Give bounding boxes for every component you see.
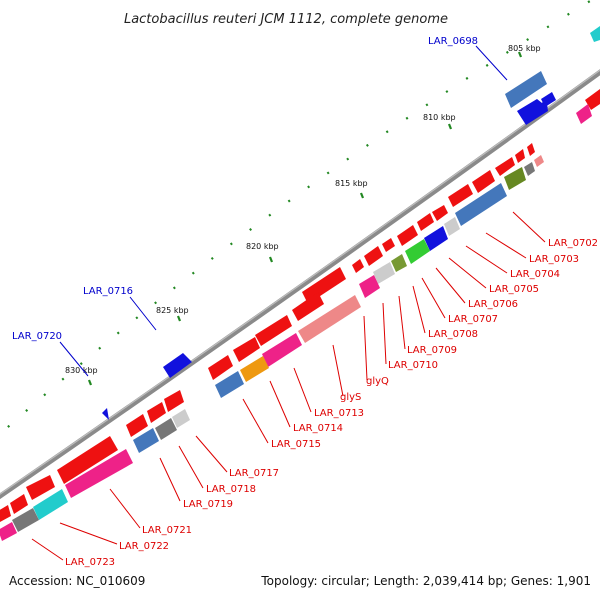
gene-arrow[interactable] (292, 292, 324, 321)
gene-arrow[interactable] (432, 205, 448, 221)
gene-arrow[interactable] (26, 475, 55, 500)
gene-label[interactable]: LAR_0702 (548, 238, 598, 249)
gene-arrow[interactable] (65, 449, 133, 498)
scale-label: 820 kbp (246, 242, 279, 251)
map-title: Lactobacillus reuteri JCM 1112, complete… (124, 12, 448, 27)
gene-arrow[interactable] (448, 184, 473, 207)
scale-ring (0, 0, 594, 436)
genome-backbone-highlight (0, 69, 600, 495)
gene-arrow[interactable] (147, 402, 166, 423)
gene-arrow[interactable] (57, 436, 118, 484)
scale-label: 815 kbp (335, 179, 368, 188)
gene-label[interactable]: LAR_0716 (83, 286, 133, 297)
reverse-genes (0, 155, 544, 541)
gene-arrow[interactable] (444, 217, 460, 236)
gene-arrow[interactable] (524, 162, 535, 176)
gene-arrow[interactable] (298, 295, 361, 343)
gene-label[interactable]: LAR_0719 (183, 499, 233, 510)
gene-arrow[interactable] (515, 149, 525, 163)
topology-text: Topology: circular; Length: 2,039,414 bp… (260, 574, 591, 588)
gene-arrow[interactable] (0, 505, 11, 522)
gene-label[interactable]: LAR_0715 (271, 439, 321, 450)
gene-label[interactable]: LAR_0710 (388, 360, 438, 371)
gene-arrow[interactable] (215, 371, 244, 398)
gene-arrow[interactable] (527, 143, 535, 156)
scale-label: 805 kbp (508, 44, 541, 53)
gene-arrow[interactable] (504, 167, 526, 190)
gene-arrow[interactable] (585, 89, 600, 110)
gene-label[interactable]: glyS (340, 392, 361, 403)
gene-arrow[interactable] (424, 226, 448, 251)
gene-arrow[interactable] (126, 414, 148, 437)
gene-arrow[interactable] (373, 262, 395, 284)
gene-arrow[interactable] (302, 267, 346, 304)
genome-backbone (0, 69, 600, 500)
gene-label[interactable]: LAR_0714 (293, 423, 343, 434)
gene-arrow[interactable] (576, 104, 592, 124)
gene-arrow[interactable] (233, 337, 260, 362)
gene-arrow[interactable] (208, 355, 233, 380)
gene-arrow[interactable] (505, 71, 547, 108)
gene-arrow[interactable] (155, 418, 177, 440)
gene-arrow[interactable] (240, 356, 269, 382)
gene-label[interactable]: LAR_0705 (489, 284, 539, 295)
gene-arrow[interactable] (590, 26, 600, 42)
gene-label[interactable]: LAR_0703 (529, 254, 579, 265)
gene-label[interactable]: LAR_0706 (468, 299, 518, 310)
gene-arrow[interactable] (10, 494, 28, 514)
gene-arrow[interactable] (164, 390, 184, 412)
gene-arrow[interactable] (133, 428, 159, 453)
gene-arrow[interactable] (391, 254, 407, 272)
gene-arrow[interactable] (163, 353, 192, 378)
gene-arrow[interactable] (0, 522, 17, 541)
gene-arrow[interactable] (417, 213, 434, 231)
gene-arrow[interactable] (495, 157, 515, 176)
gene-arrow[interactable] (397, 225, 418, 246)
gene-arrow[interactable] (364, 246, 383, 266)
gene-arrow[interactable] (102, 408, 109, 420)
gene-arrow[interactable] (172, 409, 190, 428)
gene-label[interactable]: LAR_0707 (448, 314, 498, 325)
gene-arrow[interactable] (262, 333, 302, 367)
gene-label[interactable]: LAR_0721 (142, 525, 192, 536)
gene-arrow[interactable] (455, 183, 507, 226)
gene-arrow[interactable] (12, 508, 39, 532)
gene-label[interactable]: LAR_0720 (12, 331, 62, 342)
gene-label[interactable]: LAR_0698 (428, 36, 478, 47)
gene-label[interactable]: glyQ (366, 376, 389, 387)
scale-label: 830 kbp (65, 366, 98, 375)
gene-arrow[interactable] (517, 96, 548, 125)
gene-label[interactable]: LAR_0717 (229, 468, 279, 479)
callout-lines (31, 45, 546, 561)
gene-label[interactable]: LAR_0718 (206, 484, 256, 495)
gene-arrow[interactable] (359, 275, 380, 298)
gene-arrow[interactable] (541, 92, 556, 107)
gene-arrow[interactable] (534, 155, 544, 167)
gene-label[interactable]: LAR_0709 (407, 345, 457, 356)
gene-arrow[interactable] (382, 238, 395, 252)
gene-label[interactable]: LAR_0708 (428, 329, 478, 340)
accession-text: Accession: NC_010609 (9, 574, 145, 588)
gene-label[interactable]: LAR_0713 (314, 408, 364, 419)
scale-label: 825 kbp (156, 306, 189, 315)
gene-label[interactable]: LAR_0722 (119, 541, 169, 552)
scale-label: 810 kbp (423, 113, 456, 122)
gene-label[interactable]: LAR_0723 (65, 557, 115, 568)
gene-arrow[interactable] (255, 315, 292, 346)
gene-label[interactable]: LAR_0704 (510, 269, 560, 280)
gene-arrow[interactable] (472, 170, 495, 193)
gene-arrow[interactable] (33, 489, 68, 520)
scale-ticks (87, 51, 523, 386)
gene-arrow[interactable] (352, 259, 364, 273)
gene-arrow[interactable] (405, 239, 430, 264)
forward-genes (0, 143, 535, 522)
